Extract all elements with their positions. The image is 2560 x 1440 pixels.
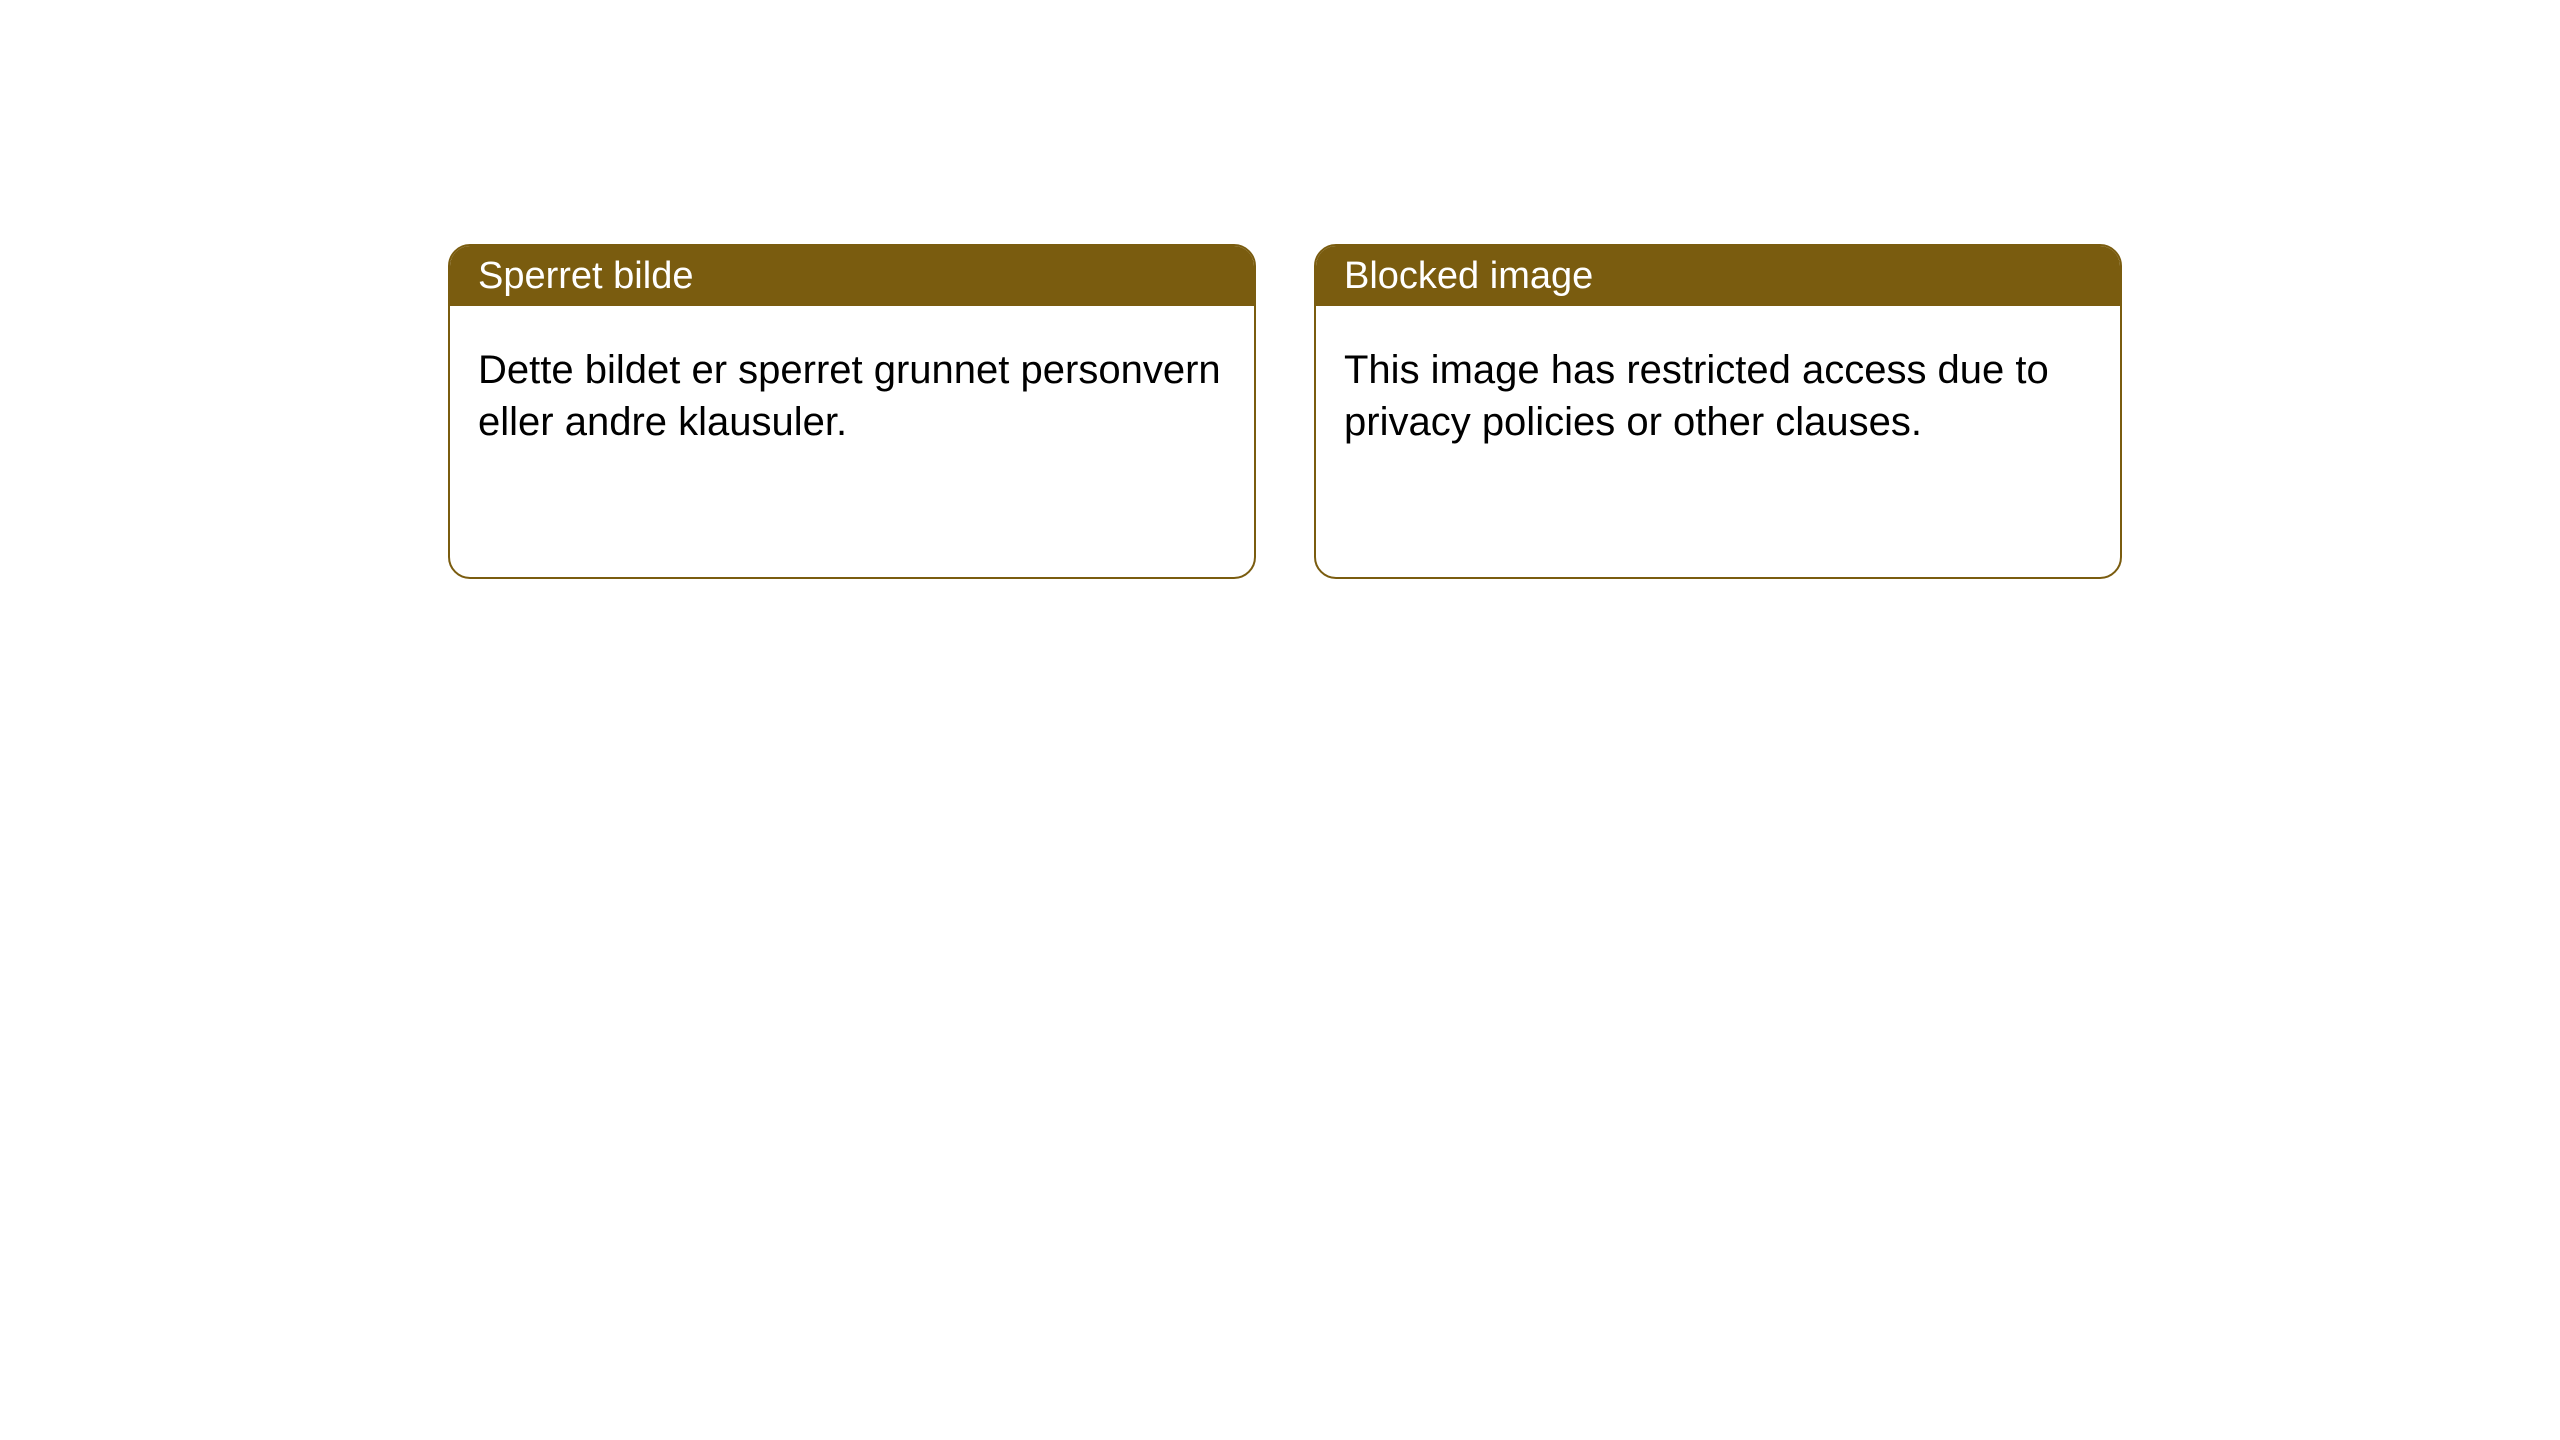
card-body-norwegian: Dette bildet er sperret grunnet personve… <box>450 306 1254 486</box>
card-title-english: Blocked image <box>1344 255 1593 298</box>
card-body-english: This image has restricted access due to … <box>1316 306 2120 486</box>
card-text-norwegian: Dette bildet er sperret grunnet personve… <box>478 348 1221 444</box>
card-header-norwegian: Sperret bilde <box>450 246 1254 306</box>
notice-card-english: Blocked image This image has restricted … <box>1314 244 2122 579</box>
card-text-english: This image has restricted access due to … <box>1344 348 2049 444</box>
card-title-norwegian: Sperret bilde <box>478 255 693 298</box>
notice-card-norwegian: Sperret bilde Dette bildet er sperret gr… <box>448 244 1256 579</box>
card-header-english: Blocked image <box>1316 246 2120 306</box>
notice-cards-container: Sperret bilde Dette bildet er sperret gr… <box>0 0 2560 579</box>
